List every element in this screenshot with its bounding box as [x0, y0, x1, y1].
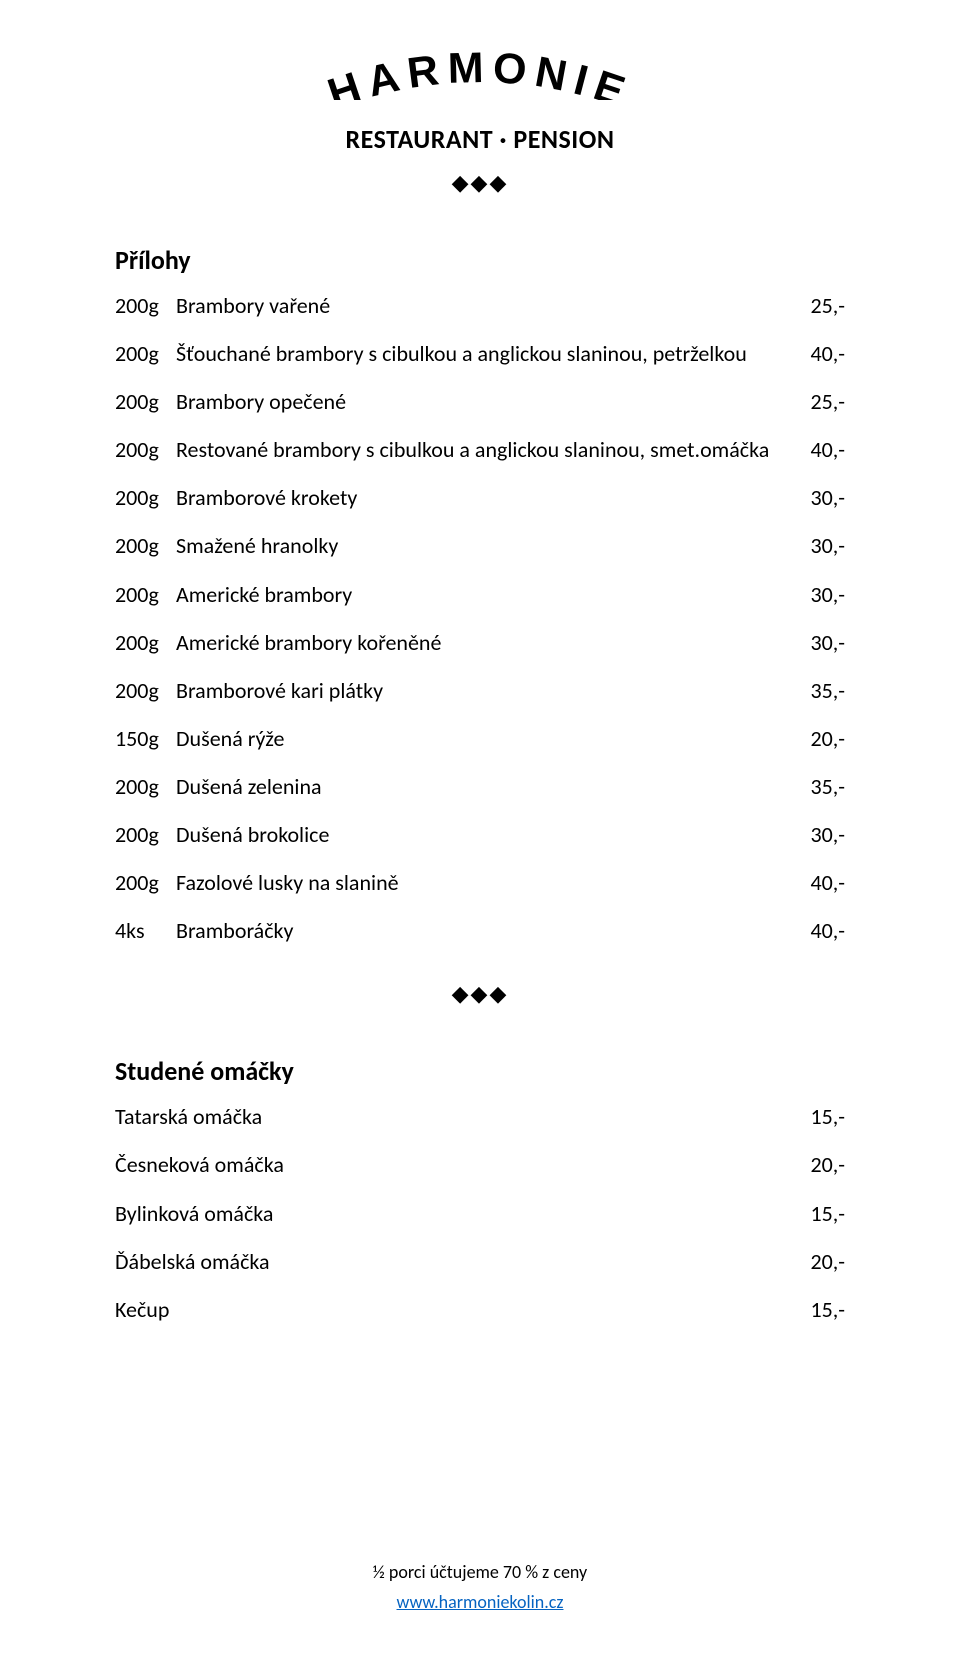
- item-name: Dušená rýže: [176, 727, 284, 750]
- item-qty: 200g: [115, 871, 170, 894]
- item-price: 40,-: [810, 871, 845, 894]
- menu-item: 200g Dušená zelenina 35,-: [115, 775, 845, 798]
- item-name: Americké brambory: [176, 583, 352, 606]
- menu-item: Kečup 15,-: [115, 1298, 845, 1321]
- page-footer: ½ porci účtujeme 70 % z ceny www.harmoni…: [0, 1557, 960, 1618]
- menu-item: Česneková omáčka 20,-: [115, 1153, 845, 1176]
- item-price: 30,-: [810, 823, 845, 846]
- menu-item: 150g Dušená rýže 20,-: [115, 727, 845, 750]
- item-qty: 200g: [115, 390, 170, 413]
- section-title: Přílohy: [115, 244, 845, 276]
- menu-item: 200g Restované brambory s cibulkou a angl…: [115, 438, 845, 461]
- item-name: Kečup: [115, 1298, 169, 1321]
- item-qty: 200g: [115, 679, 170, 702]
- item-qty: 200g: [115, 583, 170, 606]
- menu-item: 200g Fazolové lusky na slanině 40,-: [115, 871, 845, 894]
- item-name: Fazolové lusky na slanině: [176, 871, 399, 894]
- item-name: Brambory opečené: [176, 390, 346, 413]
- section-title: Studené omáčky: [115, 1055, 845, 1087]
- item-name: Bramborové krokety: [176, 486, 357, 509]
- item-price: 20,-: [810, 727, 845, 750]
- item-name: Česneková omáčka: [115, 1153, 284, 1176]
- item-name: Brambory vařené: [176, 294, 330, 317]
- menu-item: 200g Smažené hranolky 30,-: [115, 534, 845, 557]
- item-name: Restované brambory s cibulkou a anglicko…: [176, 438, 769, 461]
- menu-item: Bylinková omáčka 15,-: [115, 1202, 845, 1225]
- logo: HARMONIE: [280, 30, 680, 105]
- item-price: 15,-: [810, 1298, 845, 1321]
- item-name: Bramborové kari plátky: [176, 679, 383, 702]
- menu-page: HARMONIE RESTAURANT · PENSION ◆◆◆ Příloh…: [0, 0, 960, 1321]
- item-name: Smažené hranolky: [176, 534, 338, 557]
- item-name: Ďábelská omáčka: [115, 1250, 270, 1273]
- diamond-divider-icon: ◆◆◆: [115, 980, 845, 1007]
- footer-link[interactable]: www.harmoniekolin.cz: [397, 1591, 564, 1613]
- item-name: Dušená zelenina: [176, 775, 322, 798]
- item-name: Dušená brokolice: [176, 823, 329, 846]
- menu-item: Tatarská omáčka 15,-: [115, 1105, 845, 1128]
- item-name: Šťouchané brambory s cibulkou a anglicko…: [176, 342, 747, 365]
- item-name: Bramboráčky: [176, 919, 293, 942]
- subtitle: RESTAURANT · PENSION: [115, 123, 845, 155]
- item-price: 40,-: [810, 342, 845, 365]
- menu-item: 200g Americké brambory kořeněné 30,-: [115, 631, 845, 654]
- item-name: Bylinková omáčka: [115, 1202, 273, 1225]
- item-qty: 200g: [115, 631, 170, 654]
- item-price: 35,-: [810, 775, 845, 798]
- item-name: Tatarská omáčka: [115, 1105, 262, 1128]
- footer-note: ½ porci účtujeme 70 % z ceny: [0, 1557, 960, 1588]
- menu-item: Ďábelská omáčka 20,-: [115, 1250, 845, 1273]
- item-qty: 200g: [115, 775, 170, 798]
- item-price: 15,-: [810, 1105, 845, 1128]
- item-price: 30,-: [810, 583, 845, 606]
- logo-container: HARMONIE: [115, 30, 845, 105]
- item-price: 30,-: [810, 534, 845, 557]
- item-qty: 200g: [115, 342, 170, 365]
- menu-item: 200g Brambory vařené 25,-: [115, 294, 845, 317]
- menu-item: 200g Šťouchané brambory s cibulkou a angl…: [115, 342, 845, 365]
- item-name: Americké brambory kořeněné: [176, 631, 441, 654]
- menu-item: 200g Bramborové krokety 30,-: [115, 486, 845, 509]
- item-qty: 4ks: [115, 919, 170, 942]
- item-price: 25,-: [810, 390, 845, 413]
- item-price: 20,-: [810, 1250, 845, 1273]
- menu-item: 200g Brambory opečené 25,-: [115, 390, 845, 413]
- item-price: 25,-: [810, 294, 845, 317]
- item-qty: 200g: [115, 438, 170, 461]
- diamond-divider-icon: ◆◆◆: [115, 169, 845, 196]
- item-qty: 200g: [115, 294, 170, 317]
- item-price: 35,-: [810, 679, 845, 702]
- svg-text:HARMONIE: HARMONIE: [322, 44, 638, 100]
- logo-text: HARMONIE: [322, 44, 638, 100]
- menu-item: 200g Americké brambory 30,-: [115, 583, 845, 606]
- item-price: 30,-: [810, 631, 845, 654]
- menu-item: 4ks Bramboráčky 40,-: [115, 919, 845, 942]
- item-qty: 150g: [115, 727, 170, 750]
- item-price: 20,-: [810, 1153, 845, 1176]
- menu-item: 200g Bramborové kari plátky 35,-: [115, 679, 845, 702]
- item-price: 40,-: [810, 438, 845, 461]
- item-price: 15,-: [810, 1202, 845, 1225]
- item-qty: 200g: [115, 534, 170, 557]
- menu-item: 200g Dušená brokolice 30,-: [115, 823, 845, 846]
- item-price: 30,-: [810, 486, 845, 509]
- item-qty: 200g: [115, 823, 170, 846]
- item-price: 40,-: [810, 919, 845, 942]
- item-qty: 200g: [115, 486, 170, 509]
